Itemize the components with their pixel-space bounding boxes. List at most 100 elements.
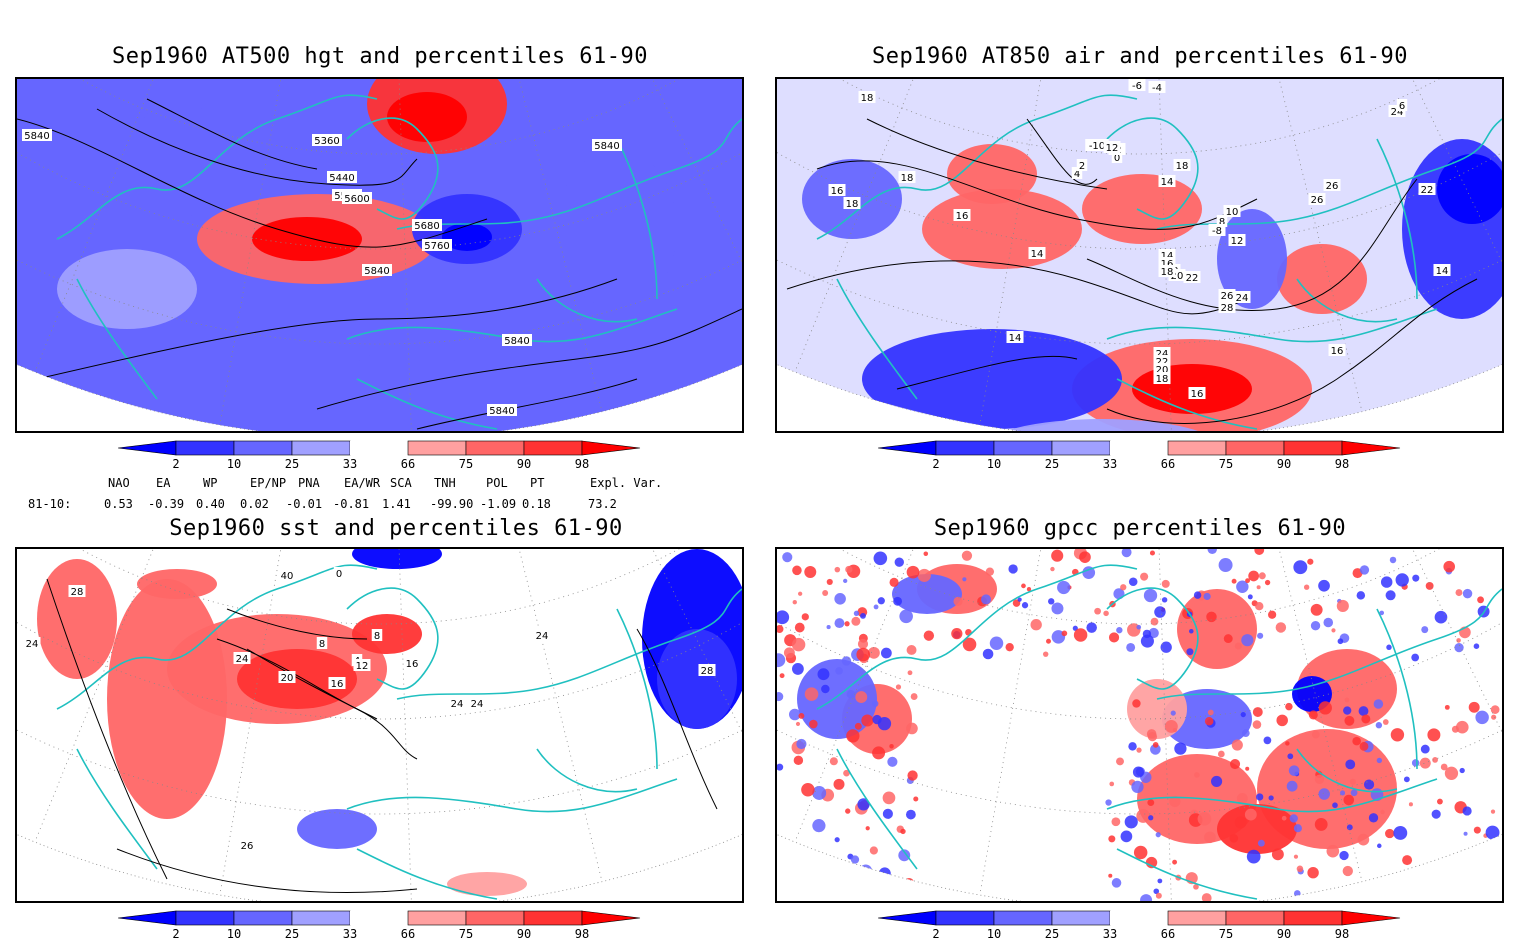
svg-text:24: 24	[1391, 107, 1404, 118]
precip-cell	[853, 610, 860, 616]
precip-cell	[1444, 766, 1459, 780]
precip-cell	[834, 566, 841, 573]
positive-anomaly-region	[137, 569, 217, 599]
svg-text:16: 16	[1331, 346, 1344, 357]
precip-cell	[1145, 856, 1158, 869]
precip-cell	[1386, 644, 1392, 651]
precip-cell	[1393, 826, 1408, 840]
precip-cell	[1169, 795, 1181, 808]
colorbar-tick-label: 90	[1276, 457, 1292, 471]
panel-title-gpcc: Sep1960 gpcc percentiles 61-90	[933, 516, 1347, 541]
precip-cell	[1021, 602, 1029, 609]
contour-label: 28	[1218, 301, 1236, 314]
precip-cell	[1079, 551, 1091, 563]
index-value: 0.18	[522, 497, 551, 511]
graticule	[777, 549, 1502, 901]
contour-label: 16	[828, 184, 846, 197]
precip-cell	[981, 594, 992, 605]
index-value: -0.01	[286, 497, 323, 511]
precip-cell	[1462, 806, 1472, 816]
precip-cell	[1310, 603, 1323, 616]
precip-cell	[1307, 867, 1319, 879]
precip-cell	[1197, 811, 1212, 826]
precip-cell	[804, 566, 817, 578]
colorbar-tick-label: 25	[284, 927, 300, 941]
colorbar-tick-label: 33	[342, 457, 358, 471]
precip-cell	[1444, 704, 1450, 710]
precip-cell	[1121, 549, 1132, 558]
contour-label: 24	[468, 697, 486, 710]
precip-cell	[1072, 625, 1078, 631]
precip-cell	[1275, 622, 1287, 633]
precip-cell	[1349, 778, 1356, 785]
precip-cell	[867, 646, 880, 659]
colorbar-segment	[350, 911, 408, 925]
precip-cell	[1311, 730, 1320, 739]
precip-cell	[1116, 627, 1123, 634]
positive-anomaly-region	[387, 92, 467, 142]
precip-cell	[1352, 736, 1361, 746]
precip-cell	[1154, 606, 1166, 618]
contour-label: -8	[1208, 224, 1226, 237]
precip-cell	[843, 578, 848, 584]
precip-cell	[1342, 865, 1353, 877]
precip-cell	[889, 744, 894, 749]
precip-cell	[907, 670, 913, 676]
contour-label: 26	[1308, 193, 1326, 206]
negative-anomaly-region	[347, 349, 467, 409]
precip-cell	[1021, 583, 1026, 589]
contour-label: 12	[353, 659, 371, 672]
precip-cell	[1252, 707, 1263, 718]
panel-title-sst: Sep1960 sst and percentiles 61-90	[169, 516, 623, 541]
svg-text:24: 24	[26, 639, 39, 650]
contour-label: 5360	[312, 134, 342, 147]
index-header: PNA	[298, 476, 320, 490]
precip-cell	[1124, 815, 1138, 829]
precip-cell	[1285, 741, 1290, 746]
precip-cell	[1380, 809, 1385, 815]
precip-cell	[789, 708, 801, 721]
positive-anomaly-region	[1217, 804, 1297, 854]
precip-cell	[1120, 830, 1133, 843]
precip-cell	[1318, 579, 1330, 592]
precip-cell	[1463, 831, 1468, 836]
precip-cell	[985, 567, 995, 576]
precip-cell	[1174, 742, 1187, 755]
contour-label: 26	[238, 839, 256, 852]
precip-cell	[1108, 873, 1113, 878]
colorbar-tick-label: 75	[1218, 927, 1234, 941]
precip-cell	[1318, 701, 1332, 715]
colorbar-segment	[523, 910, 583, 926]
precip-cell	[854, 722, 862, 730]
svg-text:18: 18	[1156, 374, 1169, 385]
colorbar-hgt: 2 10 25 33 66 75 90 98	[117, 440, 644, 471]
svg-text:-6: -6	[1132, 81, 1142, 92]
contour-label: 4	[1071, 167, 1083, 180]
projection-outside-mask	[777, 79, 1502, 431]
precip-cell	[923, 630, 935, 641]
contour-label: -10	[1085, 139, 1109, 152]
precip-cell	[893, 596, 903, 606]
contour-label: -4	[1148, 81, 1166, 94]
precip-cell	[1343, 794, 1355, 806]
svg-text:-4: -4	[1152, 83, 1162, 94]
precip-cell	[1375, 722, 1383, 729]
index-value: -0.39	[148, 497, 185, 511]
precip-cell	[1382, 719, 1389, 725]
index-value: -99.90	[430, 497, 474, 511]
precip-cell	[1229, 834, 1239, 843]
precip-cell	[1246, 849, 1261, 864]
precip-cell	[844, 621, 850, 627]
precip-cell	[1234, 642, 1242, 650]
svg-text:20: 20	[281, 673, 294, 684]
precip-cell	[1420, 744, 1430, 754]
contour-label: 5840	[22, 129, 52, 142]
map-canvas: 1818161816141418202224262824222018161214…	[777, 79, 1502, 431]
precip-cell	[1140, 634, 1154, 648]
positive-anomaly-region	[37, 559, 117, 679]
precip-cell	[1103, 610, 1109, 617]
positive-anomaly-region	[1082, 174, 1202, 244]
precip-cell	[1256, 793, 1264, 801]
precip-cell	[1128, 577, 1138, 587]
negative-anomaly-region	[657, 629, 737, 729]
